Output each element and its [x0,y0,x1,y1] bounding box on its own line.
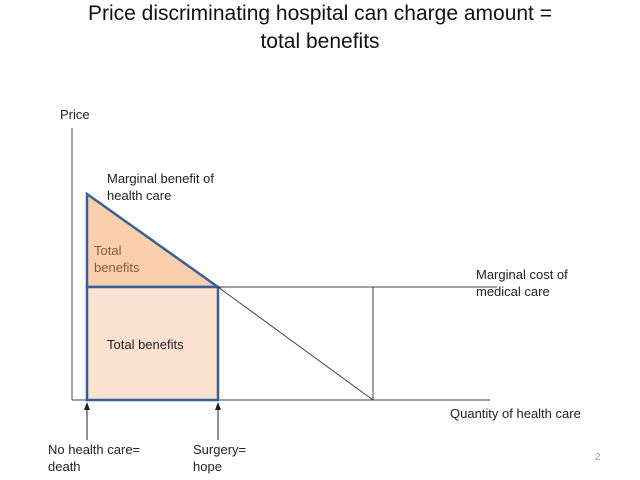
rect-label: Total benefits [107,337,184,352]
mb-label: Marginal benefit of health care [107,170,214,204]
mc-label-2: medical care [476,284,550,299]
mc-label: Marginal cost of medical care [476,266,568,300]
page-number: 2 [595,452,601,463]
x-axis-label: Quantity of health care [450,406,581,421]
left-arrow-label: No health care= death [48,441,140,475]
title-line-1: Price discriminating hospital can charge… [88,2,552,25]
rect-area [85,285,220,402]
slide-title: Price discriminating hospital can charge… [0,0,640,56]
y-axis-label: Price [60,107,90,122]
right-arrow-label-1: Surgery= [193,442,247,457]
triangle-label: Total benefits [94,242,140,276]
right-arrow-label: Surgery= hope [193,441,246,475]
title-line-2: total benefits [260,30,380,53]
mc-label-1: Marginal cost of [476,267,568,282]
right-arrow-label-2: hope [193,459,222,474]
left-arrow-label-1: No health care= [48,442,141,457]
triangle-label-2: benefits [94,260,140,275]
triangle-label-1: Total [94,243,122,258]
mb-label-1: Marginal benefit of [107,171,214,186]
marginal-benefit-extension [217,286,374,401]
mb-label-2: health care [107,188,172,203]
left-arrow-label-2: death [48,459,81,474]
